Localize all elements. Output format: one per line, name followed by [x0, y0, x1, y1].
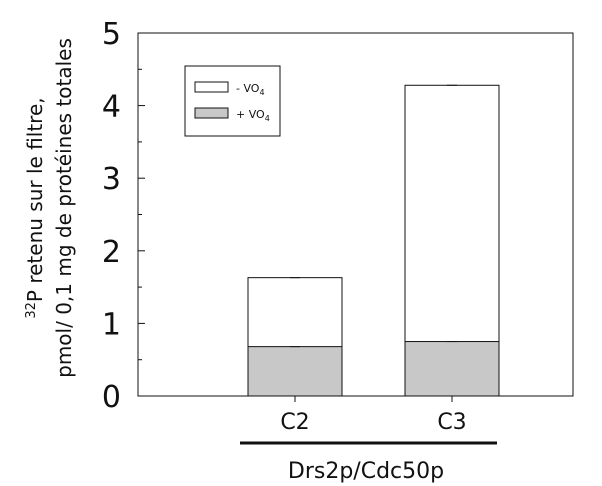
legend-label-plus-vo4: + VO4 — [236, 108, 270, 123]
y-tick-label: 2 — [102, 235, 121, 270]
legend-label-minus-vo4: - VO4 — [236, 82, 265, 97]
y-tick-label: 4 — [102, 90, 121, 125]
x-axis: C2 C3 — [280, 396, 467, 435]
legend-box — [184, 65, 281, 137]
y-tick-label: 0 — [102, 380, 121, 415]
y-tick-label: 5 — [102, 17, 121, 52]
y-axis-title-line1: 32P retenu sur le filtre, — [23, 97, 47, 318]
y-axis-title: 32P retenu sur le filtre, pmol/ 0,1 mg d… — [23, 38, 76, 378]
x-tick-label-c3: C3 — [437, 410, 466, 435]
y-axis-title-superscript: 32 — [24, 302, 39, 319]
legend-swatch-minus-vo4 — [194, 81, 229, 93]
y-axis: 0 1 2 3 4 5 — [102, 17, 145, 415]
x-tick-label-c2: C2 — [280, 410, 309, 435]
y-tick-label: 3 — [102, 162, 121, 197]
y-axis-title-line1-text: P retenu sur le filtre, — [23, 97, 47, 302]
bar-plus-vo4-c2 — [247, 346, 343, 397]
bar-plus-vo4-c3 — [404, 341, 500, 397]
y-axis-title-line2: pmol/ 0,1 mg de protéines totales — [52, 38, 76, 378]
legend-swatch-plus-vo4 — [194, 107, 229, 119]
y-tick-label: 1 — [102, 307, 121, 342]
legend: - VO4 + VO4 — [184, 65, 281, 137]
group-label: Drs2p/Cdc50p — [288, 459, 444, 484]
bars — [247, 84, 500, 397]
